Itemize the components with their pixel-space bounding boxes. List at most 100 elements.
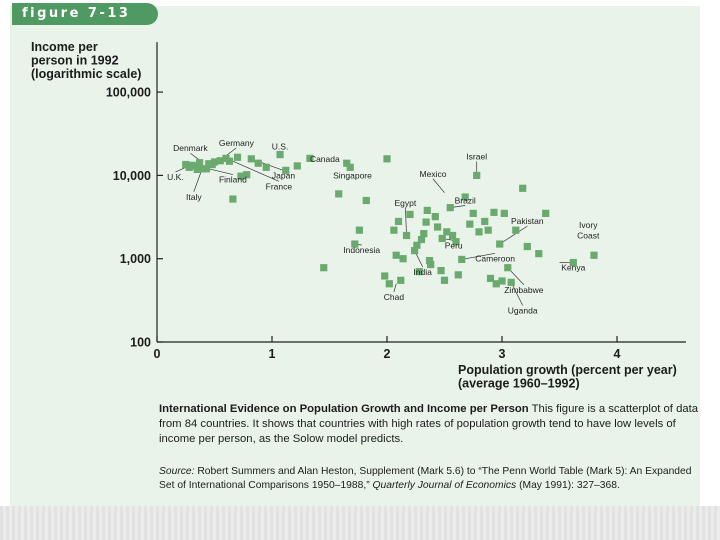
country-label: Canada (310, 154, 340, 164)
data-point (490, 208, 498, 216)
data-point (438, 234, 446, 243)
data-point (402, 231, 411, 240)
data-point (425, 256, 434, 265)
country-label: Pakistan (511, 216, 544, 226)
data-point (187, 161, 196, 169)
data-point (498, 277, 506, 285)
figure-panel (10, 6, 716, 506)
data-point (512, 226, 520, 234)
data-point (427, 260, 435, 269)
data-point (195, 159, 204, 167)
data-point (420, 230, 428, 238)
data-point (423, 206, 431, 215)
y-tick-label: 100,000 (106, 86, 151, 100)
annotation-leaders (175, 147, 574, 306)
country-label: Denmark (173, 143, 208, 153)
source-suffix: (May 1991): 327–368. (519, 479, 620, 491)
country-label: Brazil (455, 195, 476, 205)
data-point (193, 165, 201, 174)
data-point (535, 250, 543, 258)
country-label: Chad (384, 292, 405, 302)
country-label: Uganda (508, 305, 538, 315)
figure-caption: International Evidence on Population Gro… (159, 402, 699, 447)
data-point (262, 163, 270, 171)
annotation-leader-line (232, 160, 280, 182)
y-axis-title-line: (logarithmic scale) (31, 67, 141, 81)
data-point (343, 159, 351, 167)
data-point (415, 268, 423, 276)
data-point (411, 247, 419, 255)
country-label: Italy (186, 192, 202, 202)
page-margin (700, 6, 720, 506)
data-point (496, 240, 504, 248)
x-axis-title: Population growth (percent per year)(ave… (458, 363, 677, 391)
data-point (473, 171, 481, 179)
data-point (431, 213, 439, 221)
country-label: Peru (445, 240, 463, 250)
data-point (355, 226, 363, 234)
country-label: Singapore (333, 170, 372, 180)
data-point (590, 251, 598, 259)
data-points (182, 150, 598, 288)
annotation-leader-line (461, 252, 496, 260)
data-point (385, 280, 393, 288)
data-point (542, 209, 550, 217)
caption-title: International Evidence on Population Gro… (159, 403, 529, 415)
figure-label: figure 7-13 (12, 3, 158, 25)
data-point (394, 217, 403, 226)
data-point (484, 226, 492, 234)
country-label: Coast (577, 230, 600, 240)
data-point (443, 228, 451, 236)
data-point (454, 271, 462, 279)
data-point (247, 155, 255, 163)
source-journal: Quarterly Journal of Economics (372, 479, 517, 491)
data-point (254, 159, 262, 167)
data-point (448, 231, 457, 240)
data-point (237, 172, 245, 180)
country-label: Zimbabwe (504, 285, 543, 295)
data-point (282, 166, 290, 174)
y-tick-label: 10,000 (113, 169, 151, 183)
data-point (225, 157, 234, 165)
data-point (569, 258, 577, 267)
data-point (446, 204, 454, 212)
data-point (202, 165, 211, 173)
country-label: Kenya (561, 263, 585, 273)
data-point (519, 184, 527, 192)
source-text: Robert Summers and Alan Heston, Suppleme… (159, 466, 692, 491)
country-label: Ivory (579, 220, 598, 230)
data-point (293, 162, 301, 170)
country-label: Cameroon (475, 253, 515, 263)
data-point (406, 210, 414, 219)
data-point (504, 264, 512, 272)
country-label: Germany (219, 138, 255, 148)
data-point (481, 217, 489, 226)
data-point (276, 150, 284, 159)
data-point (417, 235, 426, 244)
data-point (381, 272, 389, 280)
data-point (466, 220, 474, 228)
data-point (351, 240, 359, 248)
data-point (413, 241, 421, 249)
y-tick-label: 100 (130, 336, 151, 350)
data-point (399, 255, 407, 263)
data-point (243, 171, 251, 179)
country-label: France (266, 181, 293, 191)
y-axis-title-line: person in 1992 (31, 54, 119, 68)
data-point (229, 195, 237, 203)
data-point (469, 209, 477, 217)
country-label: Egypt (395, 198, 417, 208)
slide-footer-strip (0, 506, 720, 540)
x-tick-label: 3 (499, 347, 506, 361)
x-tick-label: 2 (384, 347, 391, 361)
data-point (306, 154, 314, 162)
data-point (461, 193, 469, 201)
country-label: India (413, 267, 432, 277)
x-axis-title-line: Population growth (percent per year) (458, 363, 677, 377)
data-point (422, 218, 430, 226)
data-point (434, 223, 442, 231)
data-point (492, 280, 500, 288)
figure-source: Source: Robert Summers and Alan Heston, … (159, 465, 699, 492)
